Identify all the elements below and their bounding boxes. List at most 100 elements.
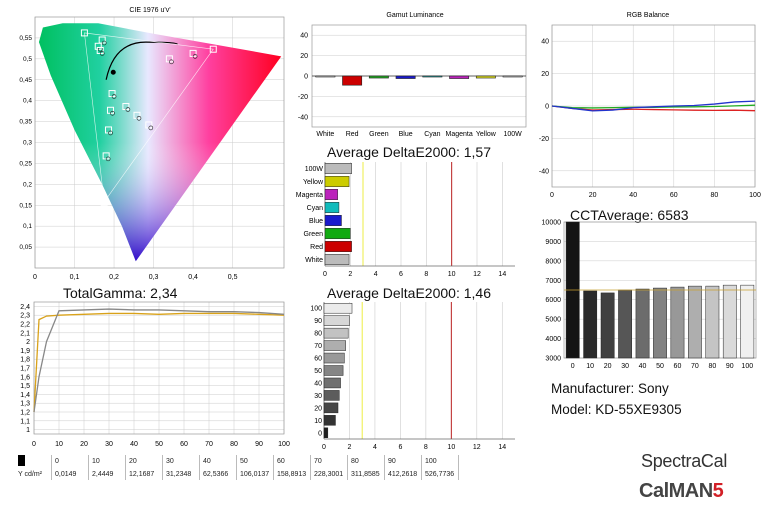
cct-bar	[583, 290, 598, 359]
gl-x-tick: 100W	[503, 131, 522, 138]
cct-y-tick: 5000	[545, 317, 561, 324]
gde-label: 20	[314, 405, 322, 412]
black-swatch	[15, 455, 52, 468]
luminance-header-cell: 50	[236, 455, 274, 468]
cie-x-tick: 0,5	[228, 274, 238, 281]
gamma-y-tick: 2,3	[20, 313, 30, 320]
gl-bar	[475, 75, 496, 79]
cie-y-tick: 0,1	[23, 223, 32, 230]
rgb-balance-title: RGB Balance	[627, 12, 670, 19]
cct-x-tick: 80	[708, 363, 716, 370]
cct-y-tick: 4000	[545, 336, 561, 343]
cie-title: CIE 1976 u'v'	[129, 7, 170, 14]
luminance-value-cell: 0,0149	[51, 468, 89, 480]
rgb-x-tick: 20	[589, 192, 597, 199]
cie-point	[192, 54, 198, 59]
cde-bar	[324, 241, 352, 252]
gl-bar	[449, 75, 470, 79]
cde-x-tick: 2	[348, 271, 352, 278]
gl-y-tick: 20	[300, 53, 308, 60]
cie-y-tick: 0,55	[19, 35, 32, 42]
gde-label: 10	[314, 418, 322, 425]
cct-bar	[653, 287, 667, 359]
cct-chart: 10000 9000 8000 7000 6000 5000 4000 3000 0 10 20 30…	[542, 220, 757, 370]
gde-x-tick: 4	[373, 444, 377, 451]
cie-point	[108, 130, 113, 136]
gamma-title: TotalGamma: 2,34	[63, 285, 178, 301]
gl-bar	[502, 75, 523, 78]
gl-bar	[422, 75, 443, 78]
luminance-row-label: Y cd/m²	[15, 468, 52, 480]
calman-logo: CalMAN5	[639, 480, 724, 503]
cie-gamut-triangle	[84, 32, 214, 203]
luminance-value-cell: 158,8913	[273, 468, 311, 480]
cct-x-tick: 30	[621, 363, 629, 370]
gamma-y-tick: 1,6	[20, 374, 30, 381]
luminance-header-cell: 0	[51, 455, 89, 468]
cde-bar	[324, 189, 338, 200]
luminance-value-cell: 31,2348	[162, 468, 200, 480]
cct-y-tick: 8000	[545, 258, 561, 265]
cie-x-tick: 0	[33, 274, 37, 281]
gamma-y-tick: 2,4	[20, 304, 30, 311]
cde-x-tick: 6	[399, 271, 403, 278]
luminance-header-cell: 10	[88, 455, 126, 468]
luminance-value-cell: 228,3001	[310, 468, 348, 480]
cct-bar	[670, 286, 685, 359]
gamma-x-tick: 10	[55, 441, 63, 448]
gl-bar	[368, 75, 389, 79]
rgb-balance-chart: RGB Balance 40 20 0 -20 -40 0 20 40 60 80 100	[539, 12, 761, 199]
gamma-x-tick: 30	[105, 441, 113, 448]
cie-point	[169, 59, 174, 65]
cie-white-point	[110, 69, 116, 75]
cde-label: White	[305, 257, 323, 264]
gde-label: 90	[314, 318, 322, 325]
cde-label: Blue	[309, 218, 323, 225]
cct-bar	[635, 288, 650, 359]
cde-x-tick: 10	[448, 271, 456, 278]
cie-y-tick: 0,15	[19, 202, 32, 209]
gamma-y-tick: 1,4	[20, 392, 30, 399]
gl-x-tick: Red	[346, 131, 359, 138]
gamma-chart: 2,4 2,3 2,22,1 2 1,9 1,8 1,71,6 1,5 1,4 1,3 1,21,1…	[20, 301, 290, 448]
cie-point	[136, 116, 142, 121]
gde-bar	[323, 365, 344, 376]
gamut-luminance-title: Gamut Luminance	[386, 12, 443, 19]
gl-bar	[315, 75, 336, 78]
gamma-y-tick: 2,2	[20, 322, 30, 329]
calman-logo-text: CalMAN	[639, 480, 713, 502]
luminance-header-row: 0 10 20 30 40 50 60 70 80 90 100	[15, 455, 459, 468]
cie-y-tick: 0,45	[19, 77, 32, 84]
gde-label: 40	[314, 380, 322, 387]
cie-point	[125, 107, 131, 112]
gl-x-tick: White	[316, 131, 334, 138]
cde-bar	[324, 163, 352, 174]
rgb-series-line	[551, 100, 756, 112]
luminance-header-cell: 90	[384, 455, 422, 468]
cct-bar	[618, 289, 632, 359]
gde-label: 30	[314, 393, 322, 400]
cie-y-tick: 0,3	[23, 140, 32, 147]
cie-y-tick: 0,25	[19, 160, 32, 167]
luminance-value-cell: 526,7736	[421, 468, 459, 480]
gde-label: 60	[314, 356, 322, 363]
gl-y-tick: -20	[298, 94, 308, 101]
cde-label: Red	[310, 244, 323, 251]
gamma-x-tick: 50	[155, 441, 163, 448]
cie-point	[148, 125, 154, 131]
cde-x-tick: 0	[323, 271, 327, 278]
gl-bar	[342, 75, 363, 86]
cde-x-tick: 14	[498, 271, 506, 278]
cct-bar	[705, 285, 720, 359]
rgb-x-tick: 80	[711, 192, 719, 199]
gamma-x-tick: 20	[80, 441, 88, 448]
gde-x-tick: 2	[348, 444, 352, 451]
cie-point	[105, 156, 111, 162]
cct-y-tick: 10000	[542, 220, 562, 227]
grayscale-deltae-title: Average DeltaE2000: 1,46	[327, 285, 491, 301]
gde-bar	[323, 402, 339, 414]
gde-bar	[323, 415, 336, 426]
gde-x-tick: 6	[398, 444, 402, 451]
luminance-header-cell: 40	[199, 455, 237, 468]
gl-x-tick: Blue	[399, 131, 413, 138]
